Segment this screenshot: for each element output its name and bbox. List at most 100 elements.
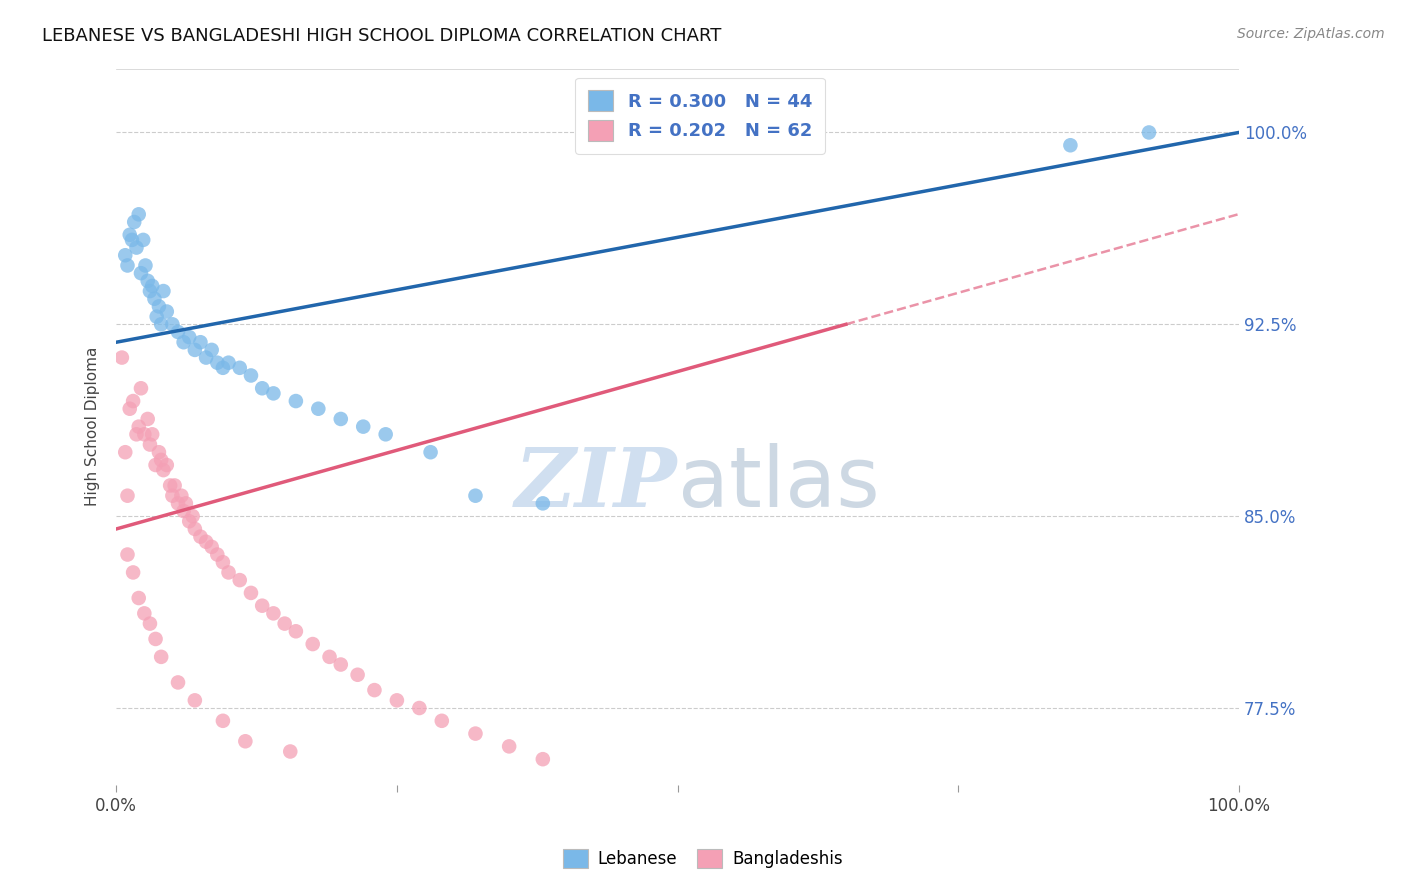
Point <box>145 632 167 646</box>
Point <box>301 637 323 651</box>
Point <box>201 540 224 554</box>
Point <box>114 248 136 262</box>
Point <box>174 496 197 510</box>
Point <box>114 445 136 459</box>
Point <box>195 534 218 549</box>
Text: atlas: atlas <box>678 443 879 524</box>
Point <box>167 496 190 510</box>
Point <box>229 360 252 375</box>
Text: LEBANESE VS BANGLADESHI HIGH SCHOOL DIPLOMA CORRELATION CHART: LEBANESE VS BANGLADESHI HIGH SCHOOL DIPL… <box>42 27 721 45</box>
Text: Source: ZipAtlas.com: Source: ZipAtlas.com <box>1237 27 1385 41</box>
Point <box>1137 126 1160 140</box>
Point <box>152 463 174 477</box>
Point <box>156 304 179 318</box>
Point <box>218 566 240 580</box>
Point <box>307 401 329 416</box>
Point <box>122 394 145 409</box>
Point <box>250 599 273 613</box>
Point <box>408 701 430 715</box>
Point <box>250 381 273 395</box>
Point <box>262 607 284 621</box>
Point <box>235 734 257 748</box>
Point <box>173 335 195 350</box>
Point <box>134 259 156 273</box>
Point <box>159 478 181 492</box>
Point <box>262 386 284 401</box>
Legend: Lebanese, Bangladeshis: Lebanese, Bangladeshis <box>557 843 849 875</box>
Point <box>145 310 167 324</box>
Point <box>167 325 190 339</box>
Point <box>129 381 152 395</box>
Point <box>128 207 150 221</box>
Point <box>346 667 368 681</box>
Point <box>352 419 374 434</box>
Point <box>419 445 441 459</box>
Point <box>284 394 307 409</box>
Point <box>201 343 224 357</box>
Point <box>150 649 173 664</box>
Point <box>212 555 235 569</box>
Point <box>139 437 162 451</box>
Point <box>184 693 207 707</box>
Point <box>141 427 163 442</box>
Point <box>117 489 139 503</box>
Point <box>139 616 162 631</box>
Point <box>167 675 190 690</box>
Point <box>111 351 134 365</box>
Point <box>464 489 486 503</box>
Point <box>125 427 148 442</box>
Point <box>173 504 195 518</box>
Point <box>430 714 453 728</box>
Point <box>363 683 385 698</box>
Point <box>143 292 166 306</box>
Point <box>148 300 170 314</box>
Point <box>150 453 173 467</box>
Point <box>118 401 141 416</box>
Point <box>122 566 145 580</box>
Point <box>162 318 184 332</box>
Point <box>190 530 212 544</box>
Point <box>118 227 141 242</box>
Point <box>148 445 170 459</box>
Point <box>134 607 156 621</box>
Point <box>152 284 174 298</box>
Point <box>150 318 173 332</box>
Point <box>212 360 235 375</box>
Point <box>136 412 159 426</box>
Point <box>179 514 201 528</box>
Point <box>240 368 263 383</box>
Point <box>278 744 301 758</box>
Point <box>531 496 554 510</box>
Point <box>498 739 520 754</box>
Point <box>240 586 263 600</box>
Point <box>207 356 229 370</box>
Point <box>464 726 486 740</box>
Point <box>134 427 156 442</box>
Point <box>139 284 162 298</box>
Point <box>128 591 150 605</box>
Y-axis label: High School Diploma: High School Diploma <box>86 347 100 507</box>
Point <box>163 478 186 492</box>
Point <box>117 259 139 273</box>
Point <box>181 509 204 524</box>
Point <box>128 419 150 434</box>
Point <box>184 522 207 536</box>
Point <box>179 330 201 344</box>
Point <box>136 274 159 288</box>
Point <box>132 233 155 247</box>
Point <box>129 266 152 280</box>
Point <box>218 356 240 370</box>
Point <box>1059 138 1081 153</box>
Point <box>117 548 139 562</box>
Point <box>156 458 179 472</box>
Point <box>195 351 218 365</box>
Point <box>374 427 396 442</box>
Point <box>385 693 408 707</box>
Point <box>329 657 352 672</box>
Point <box>329 412 352 426</box>
Point <box>229 573 252 587</box>
Point <box>145 458 167 472</box>
Point <box>121 233 143 247</box>
Legend: R = 0.300   N = 44, R = 0.202   N = 62: R = 0.300 N = 44, R = 0.202 N = 62 <box>575 78 825 153</box>
Point <box>273 616 295 631</box>
